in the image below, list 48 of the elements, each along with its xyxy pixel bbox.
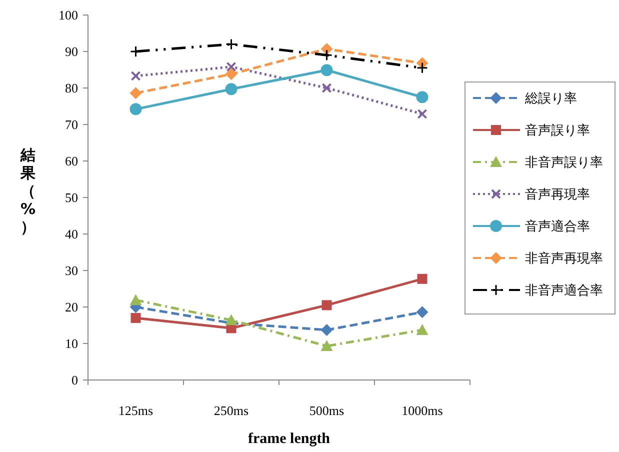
point — [320, 42, 333, 55]
point — [322, 83, 332, 93]
point — [130, 46, 142, 58]
point — [320, 324, 333, 336]
x-tick-label: 500ms — [309, 403, 344, 418]
y-tick-label: 20 — [65, 300, 78, 315]
y-tick-label: 100 — [58, 8, 78, 23]
y-tick-label: 80 — [65, 80, 78, 96]
point — [225, 314, 238, 326]
point — [416, 306, 428, 318]
legend-label: 非音声再現率 — [525, 250, 603, 267]
point — [226, 38, 237, 50]
legend-label: 総誤り率 — [524, 90, 577, 107]
y-tick-label: 50 — [65, 190, 78, 206]
y-tick-label: 0 — [72, 372, 78, 388]
point — [417, 108, 428, 119]
legend-label: 音声再現率 — [525, 186, 590, 203]
legend-label: 音声適合率 — [525, 218, 590, 235]
point — [130, 103, 142, 116]
point — [225, 68, 238, 80]
x-tick-label: 250ms — [214, 403, 249, 418]
y-tick-label: 70 — [65, 117, 78, 132]
y-tick-label: 40 — [65, 226, 78, 242]
point — [416, 324, 428, 335]
point — [320, 64, 333, 76]
point — [321, 49, 332, 61]
point — [130, 87, 142, 100]
point — [416, 62, 428, 74]
legend-label: 音声誤り率 — [525, 122, 590, 139]
x-tick-label: 125ms — [118, 403, 154, 418]
point — [320, 340, 333, 352]
point — [226, 62, 236, 72]
point — [225, 83, 238, 96]
point — [130, 312, 141, 323]
point — [130, 294, 142, 306]
y-tick-label: 90 — [65, 44, 78, 60]
x-tick-label: 1000ms — [402, 403, 443, 418]
legend-label: 非音声適合率 — [525, 282, 603, 299]
legend-label: 非音声誤り率 — [525, 154, 603, 171]
point — [417, 274, 428, 284]
y-axis-title: 結果（%） — [20, 146, 36, 236]
point — [322, 300, 332, 310]
y-tick-label: 60 — [65, 154, 78, 169]
x-axis-title: frame length — [248, 431, 331, 447]
point — [416, 91, 428, 104]
y-tick-label: 10 — [65, 336, 78, 352]
point — [130, 70, 141, 81]
y-tick-label: 30 — [65, 263, 78, 278]
